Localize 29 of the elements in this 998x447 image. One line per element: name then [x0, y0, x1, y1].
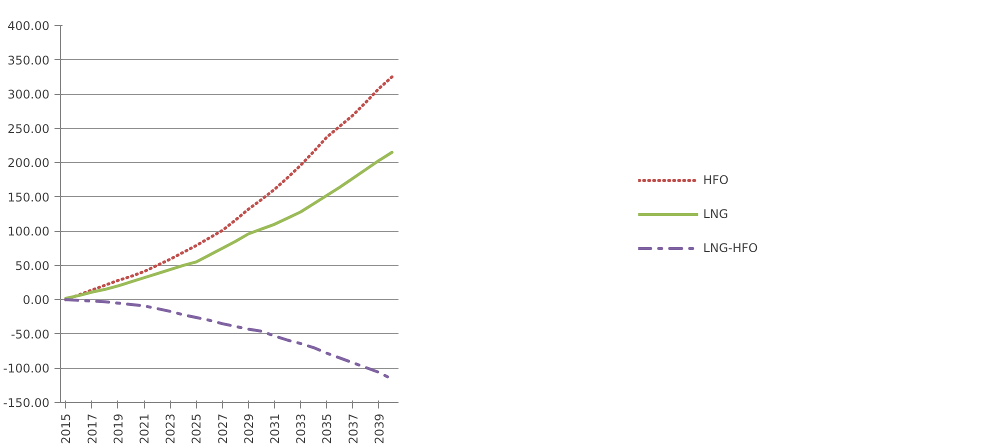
x-tick-label: 2027 [216, 413, 230, 444]
y-tick-label: 300.00 [8, 88, 50, 102]
y-tick-label: -150.00 [3, 396, 50, 410]
x-tick-label: 2023 [164, 413, 178, 444]
y-tick-label: 350.00 [8, 53, 50, 68]
line-series [64, 150, 394, 300]
x-tick-label: 2029 [242, 413, 256, 444]
y-tick-label: 50.00 [15, 258, 50, 273]
x-tick-label: 2025 [190, 413, 204, 444]
y-tick-label: 150.00 [8, 190, 50, 204]
x-tick-label: 2031 [268, 413, 282, 444]
legend-label: LNG-HFO [703, 240, 758, 254]
x-tick-label: 2037 [346, 413, 360, 444]
x-tick-label: 2017 [85, 413, 100, 444]
legend-label: HFO [703, 172, 729, 186]
y-tick-label: -50.00 [10, 327, 50, 342]
x-tick-label: 2019 [111, 413, 126, 444]
x-tick-label: 2021 [138, 413, 152, 444]
y-tick-label: 250.00 [8, 122, 50, 136]
y-tick-label: 0.00 [22, 293, 50, 308]
y-tick-label: 100.00 [8, 224, 50, 239]
legend-label: LNG [703, 206, 728, 220]
y-tick-label: 400.00 [8, 19, 50, 33]
y-tick-label: 200.00 [8, 156, 50, 170]
y-tick-label: -100.00 [3, 362, 50, 376]
x-tick-label: 2039 [372, 413, 386, 444]
x-tick-label: 2033 [294, 413, 308, 444]
x-tick-label: 2015 [59, 413, 74, 444]
x-tick-label: 2035 [320, 413, 334, 444]
